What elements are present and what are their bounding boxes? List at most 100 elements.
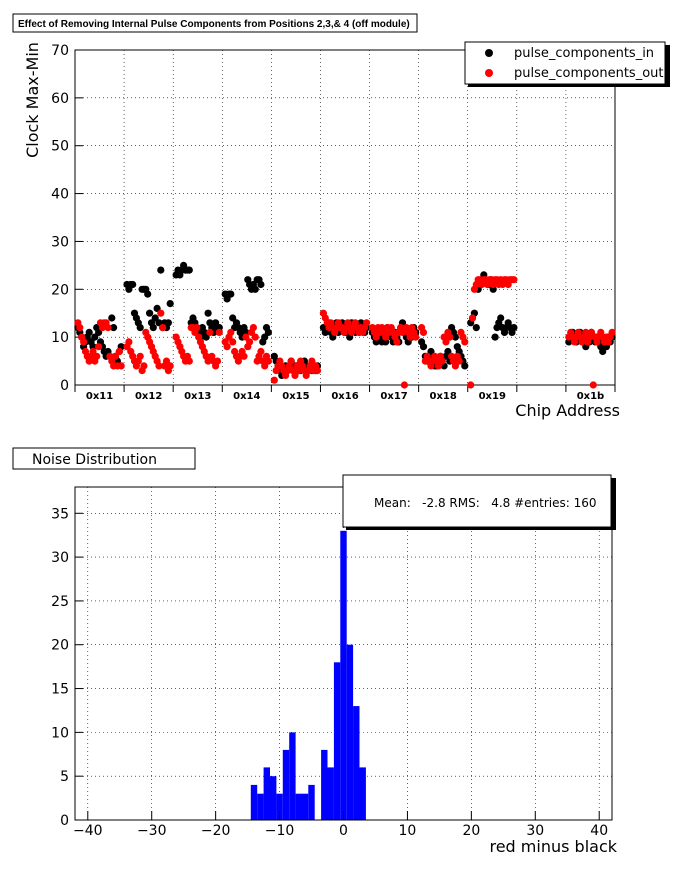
top-x-tick-label: 0x19 [479, 391, 506, 402]
histogram-bar [346, 644, 354, 820]
top-x-tick-label: 0x12 [135, 391, 162, 402]
top-chart-legend: pulse_components_in pulse_components_out [464, 41, 670, 87]
point-in [166, 300, 174, 308]
point-out [215, 328, 223, 336]
point-out [264, 357, 272, 365]
point-out [461, 338, 469, 346]
point-out [313, 367, 322, 375]
point-out [363, 319, 371, 327]
point-in [229, 314, 237, 322]
point-in [461, 362, 469, 370]
histogram-bar [308, 784, 315, 820]
top-chart-title-box [12, 13, 418, 33]
point-in [185, 266, 193, 274]
top-x-tick-label: 0x17 [380, 391, 407, 402]
bottom-x-tick-label: −20 [201, 823, 231, 839]
point-out [125, 338, 133, 346]
point-out [608, 328, 616, 336]
point-out [438, 357, 446, 365]
histogram-bar [340, 530, 347, 820]
top-chart-title: Effect of Removing Internal Pulse Compon… [18, 19, 410, 30]
point-out [589, 381, 597, 389]
histogram-bar [321, 749, 328, 820]
point-out [510, 276, 518, 284]
bottom-chart-x-axis: −40 −30 −20 −10 0 10 20 30 40 [73, 811, 608, 839]
top-chart-frame [74, 49, 616, 386]
top-x-tick-label: 0x1b [577, 391, 605, 402]
point-out [398, 328, 407, 336]
point-out [240, 352, 248, 360]
histogram-bar [250, 784, 258, 820]
top-x-tick-label: 0x11 [86, 391, 113, 402]
point-out [76, 324, 84, 332]
histogram-bar [257, 793, 264, 820]
point-out [117, 362, 125, 370]
bottom-chart-x-label: red minus black [489, 837, 617, 856]
histogram-bar [295, 793, 302, 820]
bottom-y-tick-label: 30 [51, 550, 69, 566]
histogram-bar [276, 793, 283, 820]
top-x-tick-label: 0x13 [184, 391, 211, 402]
histogram-bar [263, 767, 270, 820]
point-out [115, 347, 123, 356]
point-in [151, 314, 159, 322]
stats-text: Mean: -2.8 RMS: 4.8 #entries: 160 [374, 496, 597, 510]
histogram-bar [333, 662, 341, 820]
point-out [412, 333, 420, 341]
top-chart-y-axis: 0 10 20 30 40 50 60 70 [51, 43, 83, 394]
point-out [257, 347, 265, 356]
point-in [491, 333, 499, 341]
point-out [111, 352, 120, 360]
bottom-chart-title: Noise Distribution [32, 452, 157, 468]
histogram-bar [301, 793, 309, 820]
top-y-tick-label: 70 [51, 43, 69, 59]
point-out [136, 352, 144, 360]
stats-box-frame [342, 474, 612, 528]
bottom-x-tick-label: −10 [265, 823, 295, 839]
top-y-tick-label: 0 [60, 378, 69, 394]
histogram-bar [327, 767, 334, 820]
point-in [149, 324, 157, 332]
point-out [251, 333, 259, 341]
bottom-y-tick-label: 35 [51, 506, 69, 522]
legend-marker-out [485, 69, 493, 77]
point-out [467, 381, 475, 389]
histogram-bar [270, 776, 277, 820]
bottom-x-tick-label: −40 [73, 823, 103, 839]
point-out [270, 376, 278, 384]
point-out [155, 362, 163, 370]
point-out [185, 357, 193, 365]
point-out [95, 343, 103, 351]
point-in [136, 324, 144, 332]
point-in [497, 314, 505, 322]
top-y-tick-label: 50 [51, 139, 69, 155]
bottom-x-tick-label: 40 [590, 823, 608, 839]
point-out [93, 352, 101, 360]
point-out [206, 328, 214, 336]
point-in [144, 290, 152, 298]
bottom-x-tick-label: 10 [399, 823, 417, 839]
point-out [157, 309, 165, 317]
histogram-bar [359, 767, 366, 820]
legend-label-out: pulse_components_out [514, 66, 663, 81]
point-in [204, 309, 212, 317]
point-in [85, 328, 93, 336]
point-out [159, 324, 167, 332]
point-out [223, 343, 231, 351]
top-y-tick-label: 40 [51, 187, 69, 203]
point-in [95, 328, 103, 336]
point-in [419, 343, 428, 351]
bottom-chart-title-box [12, 447, 196, 470]
point-in [251, 285, 259, 293]
top-x-tick-label: 0x18 [430, 391, 457, 402]
point-in [227, 290, 235, 298]
point-out [400, 381, 408, 389]
point-out [451, 362, 459, 370]
bottom-y-tick-label: 20 [51, 638, 69, 654]
stats-box: Mean: -2.8 RMS: 4.8 #entries: 160 [342, 474, 616, 530]
point-in [110, 324, 118, 332]
point-in [129, 280, 137, 289]
point-in [164, 319, 172, 327]
bottom-x-tick-label: −30 [137, 823, 167, 839]
